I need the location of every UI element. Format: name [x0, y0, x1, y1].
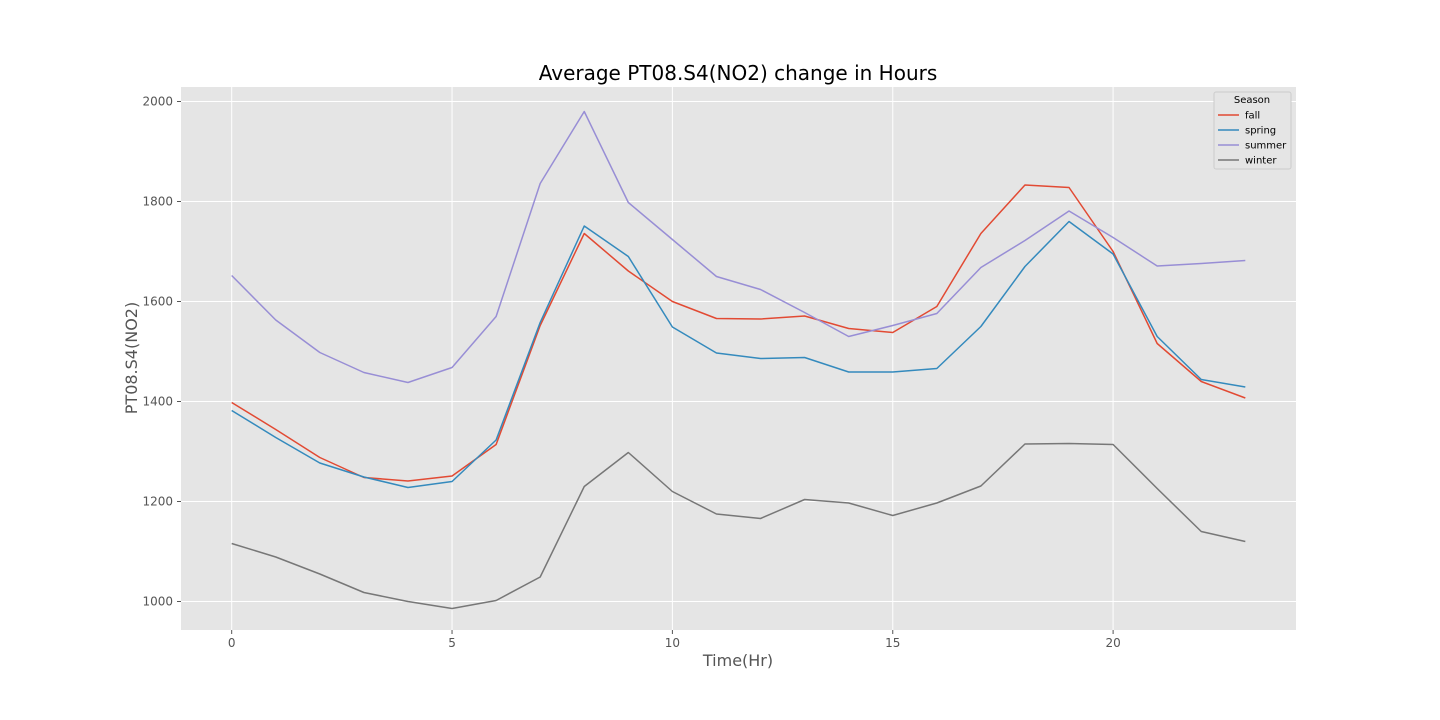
legend-title: Season: [1234, 95, 1270, 106]
x-ticks: 0 5 10 15 20: [228, 630, 1121, 650]
series-line-summer: [231, 110, 1246, 384]
legend: Season fall spring summer winter: [1213, 91, 1292, 170]
grid: [181, 87, 1296, 630]
series-line-spring: [231, 220, 1246, 489]
y-tick-label: 1000: [142, 595, 173, 609]
x-tick-label: 10: [665, 636, 680, 650]
y-tick-label: 2000: [142, 95, 173, 109]
y-axis-label: PT08.S4(NO2): [122, 302, 141, 414]
legend-label-fall: fall: [1245, 111, 1260, 122]
series-line-winter: [231, 442, 1246, 610]
y-tick-label: 1600: [142, 295, 173, 309]
legend-label-summer: summer: [1245, 141, 1287, 152]
legend-label-spring: spring: [1245, 126, 1276, 137]
x-tick-label: 5: [448, 636, 456, 650]
y-tick-label: 1800: [142, 195, 173, 209]
legend-box: [1213, 91, 1292, 170]
y-ticks: 1000 1200 1400 1600 1800 2000: [142, 95, 181, 609]
x-tick-label: 0: [228, 636, 236, 650]
chart-title: Average PT08.S4(NO2) change in Hours: [539, 61, 938, 85]
legend-label-winter: winter: [1245, 156, 1277, 167]
x-axis-label: Time(Hr): [702, 651, 773, 670]
series-line-fall: [231, 184, 1246, 482]
legend-items: fall spring summer winter: [1218, 111, 1287, 167]
series-layer: [231, 110, 1246, 610]
x-tick-label: 15: [885, 636, 900, 650]
plot-background: [181, 87, 1296, 630]
y-tick-label: 1200: [142, 495, 173, 509]
x-tick-label: 20: [1105, 636, 1120, 650]
y-tick-label: 1400: [142, 395, 173, 409]
